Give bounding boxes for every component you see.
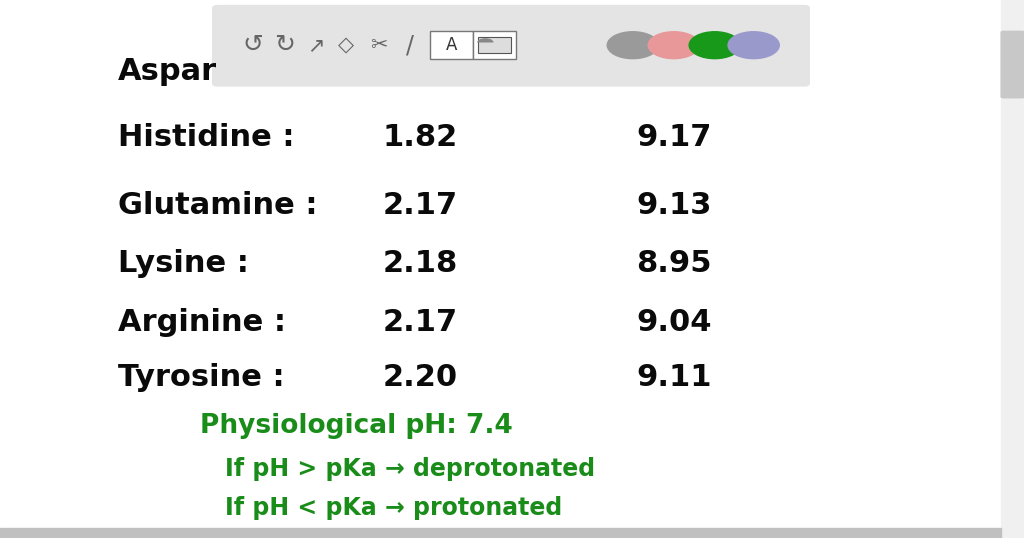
- Text: Glutamine :: Glutamine :: [118, 191, 317, 220]
- Wedge shape: [477, 38, 494, 43]
- Text: 9.13: 9.13: [636, 191, 712, 220]
- Text: 9.17: 9.17: [636, 123, 712, 152]
- Bar: [478, 37, 511, 53]
- FancyBboxPatch shape: [1000, 31, 1024, 98]
- Text: /: /: [406, 33, 414, 57]
- Circle shape: [607, 32, 658, 59]
- Circle shape: [689, 32, 740, 59]
- Text: Histidine :: Histidine :: [118, 123, 294, 152]
- Text: 8.95: 8.95: [636, 249, 712, 278]
- Text: If pH < pKa → protonated: If pH < pKa → protonated: [225, 497, 562, 520]
- Text: p: p: [639, 11, 655, 31]
- Circle shape: [648, 32, 699, 59]
- Text: 2.18: 2.18: [382, 249, 458, 278]
- Text: 9.04: 9.04: [636, 308, 712, 337]
- FancyBboxPatch shape: [430, 31, 473, 59]
- Text: If pH > pKa → deprotonated: If pH > pKa → deprotonated: [225, 457, 595, 481]
- Text: ↻: ↻: [274, 33, 295, 57]
- Text: ✂: ✂: [370, 35, 388, 55]
- Text: Physiological pH: 7.4: Physiological pH: 7.4: [200, 413, 512, 439]
- Text: 9.11: 9.11: [636, 363, 712, 392]
- FancyBboxPatch shape: [212, 5, 810, 87]
- FancyBboxPatch shape: [473, 31, 516, 59]
- Bar: [0, 528, 1001, 538]
- Bar: [1001, 0, 1024, 538]
- Text: Lysine :: Lysine :: [118, 249, 249, 278]
- Text: ↺: ↺: [243, 33, 263, 57]
- Text: Tyrosine :: Tyrosine :: [118, 363, 285, 392]
- Text: Aspar: Aspar: [118, 56, 217, 86]
- Text: 1.82: 1.82: [382, 123, 458, 152]
- Text: ◇: ◇: [338, 35, 354, 55]
- Text: 2.17: 2.17: [382, 308, 458, 337]
- Circle shape: [728, 32, 779, 59]
- Text: 2.17: 2.17: [382, 191, 458, 220]
- Text: A: A: [445, 36, 458, 54]
- Text: ↗: ↗: [306, 35, 325, 55]
- Text: Arginine :: Arginine :: [118, 308, 286, 337]
- Text: 2.20: 2.20: [382, 363, 458, 392]
